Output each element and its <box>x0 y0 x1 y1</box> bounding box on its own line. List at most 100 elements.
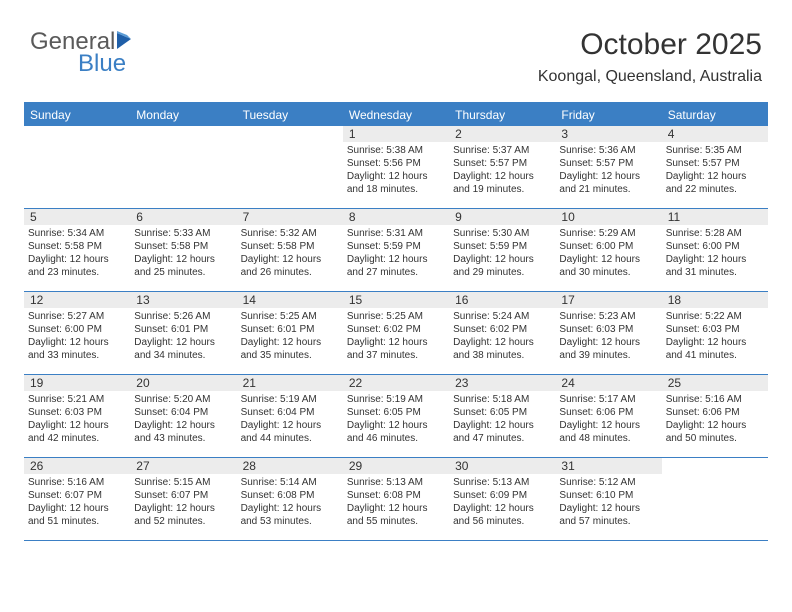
logo-text-blue: Blue <box>78 50 126 78</box>
sunrise-text: Sunrise: 5:15 AM <box>134 476 232 489</box>
sunset-text: Sunset: 5:58 PM <box>134 240 232 253</box>
day-cell: 27Sunrise: 5:15 AMSunset: 6:07 PMDayligh… <box>130 458 236 540</box>
day-body: Sunrise: 5:12 AMSunset: 6:10 PMDaylight:… <box>555 474 661 532</box>
daylight-text: Daylight: 12 hours and 38 minutes. <box>453 336 551 362</box>
day-cell: 1Sunrise: 5:38 AMSunset: 5:56 PMDaylight… <box>343 126 449 208</box>
week-row: 26Sunrise: 5:16 AMSunset: 6:07 PMDayligh… <box>24 458 768 541</box>
day-body: Sunrise: 5:22 AMSunset: 6:03 PMDaylight:… <box>662 308 768 366</box>
sunrise-text: Sunrise: 5:33 AM <box>134 227 232 240</box>
day-cell: 11Sunrise: 5:28 AMSunset: 6:00 PMDayligh… <box>662 209 768 291</box>
day-cell <box>24 126 130 208</box>
daylight-text: Daylight: 12 hours and 46 minutes. <box>347 419 445 445</box>
sunset-text: Sunset: 6:10 PM <box>559 489 657 502</box>
daylight-text: Daylight: 12 hours and 21 minutes. <box>559 170 657 196</box>
page-subtitle: Koongal, Queensland, Australia <box>538 68 762 86</box>
day-cell: 5Sunrise: 5:34 AMSunset: 5:58 PMDaylight… <box>24 209 130 291</box>
sunset-text: Sunset: 5:59 PM <box>347 240 445 253</box>
daylight-text: Daylight: 12 hours and 30 minutes. <box>559 253 657 279</box>
sunset-text: Sunset: 5:57 PM <box>453 157 551 170</box>
day-cell: 14Sunrise: 5:25 AMSunset: 6:01 PMDayligh… <box>237 292 343 374</box>
day-body: Sunrise: 5:16 AMSunset: 6:06 PMDaylight:… <box>662 391 768 449</box>
day-cell: 16Sunrise: 5:24 AMSunset: 6:02 PMDayligh… <box>449 292 555 374</box>
sunset-text: Sunset: 6:08 PM <box>347 489 445 502</box>
day-number: 3 <box>555 126 661 142</box>
sunset-text: Sunset: 5:58 PM <box>241 240 339 253</box>
day-number: 15 <box>343 292 449 308</box>
day-number: 27 <box>130 458 236 474</box>
day-cell: 12Sunrise: 5:27 AMSunset: 6:00 PMDayligh… <box>24 292 130 374</box>
sunrise-text: Sunrise: 5:29 AM <box>559 227 657 240</box>
sunrise-text: Sunrise: 5:30 AM <box>453 227 551 240</box>
day-cell: 28Sunrise: 5:14 AMSunset: 6:08 PMDayligh… <box>237 458 343 540</box>
day-body: Sunrise: 5:26 AMSunset: 6:01 PMDaylight:… <box>130 308 236 366</box>
day-body: Sunrise: 5:32 AMSunset: 5:58 PMDaylight:… <box>237 225 343 283</box>
day-number: 25 <box>662 375 768 391</box>
day-number: 20 <box>130 375 236 391</box>
day-number: 2 <box>449 126 555 142</box>
day-body: Sunrise: 5:27 AMSunset: 6:00 PMDaylight:… <box>24 308 130 366</box>
day-cell: 3Sunrise: 5:36 AMSunset: 5:57 PMDaylight… <box>555 126 661 208</box>
sunset-text: Sunset: 5:59 PM <box>453 240 551 253</box>
header-tuesday: Tuesday <box>237 108 343 122</box>
sunrise-text: Sunrise: 5:25 AM <box>241 310 339 323</box>
day-cell: 8Sunrise: 5:31 AMSunset: 5:59 PMDaylight… <box>343 209 449 291</box>
daylight-text: Daylight: 12 hours and 48 minutes. <box>559 419 657 445</box>
week-row: 1Sunrise: 5:38 AMSunset: 5:56 PMDaylight… <box>24 126 768 209</box>
sunset-text: Sunset: 6:01 PM <box>134 323 232 336</box>
sunrise-text: Sunrise: 5:19 AM <box>241 393 339 406</box>
day-body: Sunrise: 5:19 AMSunset: 6:05 PMDaylight:… <box>343 391 449 449</box>
day-number: 22 <box>343 375 449 391</box>
sunrise-text: Sunrise: 5:14 AM <box>241 476 339 489</box>
sunset-text: Sunset: 6:04 PM <box>241 406 339 419</box>
day-body: Sunrise: 5:30 AMSunset: 5:59 PMDaylight:… <box>449 225 555 283</box>
sunset-text: Sunset: 6:09 PM <box>453 489 551 502</box>
day-body: Sunrise: 5:23 AMSunset: 6:03 PMDaylight:… <box>555 308 661 366</box>
day-body: Sunrise: 5:14 AMSunset: 6:08 PMDaylight:… <box>237 474 343 532</box>
sunrise-text: Sunrise: 5:12 AM <box>559 476 657 489</box>
day-number: 21 <box>237 375 343 391</box>
sunrise-text: Sunrise: 5:21 AM <box>28 393 126 406</box>
sunrise-text: Sunrise: 5:25 AM <box>347 310 445 323</box>
day-number <box>130 126 236 142</box>
day-cell: 30Sunrise: 5:13 AMSunset: 6:09 PMDayligh… <box>449 458 555 540</box>
sunset-text: Sunset: 6:08 PM <box>241 489 339 502</box>
day-cell: 20Sunrise: 5:20 AMSunset: 6:04 PMDayligh… <box>130 375 236 457</box>
sunset-text: Sunset: 6:04 PM <box>134 406 232 419</box>
day-body: Sunrise: 5:13 AMSunset: 6:08 PMDaylight:… <box>343 474 449 532</box>
daylight-text: Daylight: 12 hours and 43 minutes. <box>134 419 232 445</box>
sunset-text: Sunset: 6:06 PM <box>666 406 764 419</box>
day-cell: 21Sunrise: 5:19 AMSunset: 6:04 PMDayligh… <box>237 375 343 457</box>
day-number: 18 <box>662 292 768 308</box>
day-body: Sunrise: 5:31 AMSunset: 5:59 PMDaylight:… <box>343 225 449 283</box>
day-body: Sunrise: 5:13 AMSunset: 6:09 PMDaylight:… <box>449 474 555 532</box>
sunset-text: Sunset: 6:00 PM <box>28 323 126 336</box>
sunset-text: Sunset: 5:57 PM <box>559 157 657 170</box>
day-body: Sunrise: 5:36 AMSunset: 5:57 PMDaylight:… <box>555 142 661 200</box>
day-cell: 31Sunrise: 5:12 AMSunset: 6:10 PMDayligh… <box>555 458 661 540</box>
sunset-text: Sunset: 6:02 PM <box>453 323 551 336</box>
sunrise-text: Sunrise: 5:16 AM <box>666 393 764 406</box>
day-body: Sunrise: 5:38 AMSunset: 5:56 PMDaylight:… <box>343 142 449 200</box>
sunset-text: Sunset: 6:03 PM <box>28 406 126 419</box>
sunset-text: Sunset: 6:03 PM <box>559 323 657 336</box>
daylight-text: Daylight: 12 hours and 37 minutes. <box>347 336 445 362</box>
sunset-text: Sunset: 5:57 PM <box>666 157 764 170</box>
sunrise-text: Sunrise: 5:35 AM <box>666 144 764 157</box>
day-number: 9 <box>449 209 555 225</box>
daylight-text: Daylight: 12 hours and 22 minutes. <box>666 170 764 196</box>
sunset-text: Sunset: 6:05 PM <box>453 406 551 419</box>
day-cell: 19Sunrise: 5:21 AMSunset: 6:03 PMDayligh… <box>24 375 130 457</box>
sunrise-text: Sunrise: 5:37 AM <box>453 144 551 157</box>
sunset-text: Sunset: 6:03 PM <box>666 323 764 336</box>
day-number: 12 <box>24 292 130 308</box>
day-number: 29 <box>343 458 449 474</box>
sunset-text: Sunset: 6:01 PM <box>241 323 339 336</box>
sunrise-text: Sunrise: 5:16 AM <box>28 476 126 489</box>
daylight-text: Daylight: 12 hours and 39 minutes. <box>559 336 657 362</box>
day-number: 17 <box>555 292 661 308</box>
daylight-text: Daylight: 12 hours and 34 minutes. <box>134 336 232 362</box>
daylight-text: Daylight: 12 hours and 50 minutes. <box>666 419 764 445</box>
day-body: Sunrise: 5:28 AMSunset: 6:00 PMDaylight:… <box>662 225 768 283</box>
sunrise-text: Sunrise: 5:24 AM <box>453 310 551 323</box>
day-cell: 7Sunrise: 5:32 AMSunset: 5:58 PMDaylight… <box>237 209 343 291</box>
